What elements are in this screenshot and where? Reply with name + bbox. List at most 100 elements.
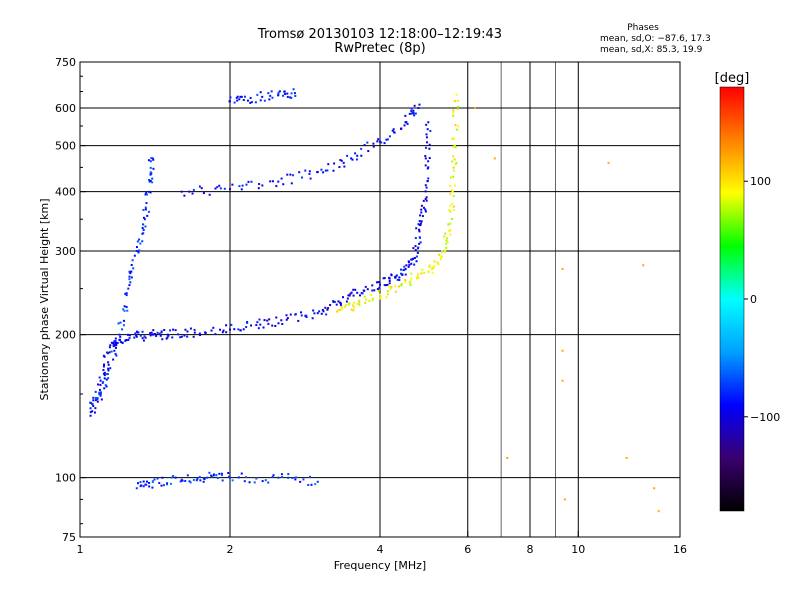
- data-point: [335, 310, 338, 313]
- data-point: [125, 292, 128, 295]
- data-point: [206, 476, 209, 479]
- data-point: [354, 288, 357, 291]
- data-point: [400, 284, 403, 287]
- y-tick-label: 750: [55, 56, 76, 69]
- data-point: [364, 285, 367, 288]
- data-point: [281, 322, 284, 325]
- data-point: [377, 138, 380, 141]
- data-point: [151, 177, 154, 180]
- data-point: [428, 147, 431, 150]
- data-point: [94, 390, 97, 393]
- data-point: [379, 297, 382, 300]
- data-point: [158, 332, 161, 335]
- data-point: [363, 295, 366, 298]
- data-point: [107, 377, 110, 380]
- data-point: [102, 372, 105, 375]
- data-point: [404, 114, 407, 117]
- colorbar: 100 0 −100 [deg]: [715, 71, 780, 512]
- data-point: [437, 263, 440, 266]
- data-point: [114, 352, 117, 355]
- data-point: [236, 99, 239, 102]
- data-point: [222, 329, 225, 332]
- data-point: [142, 208, 145, 211]
- data-point: [107, 361, 110, 364]
- data-point: [132, 267, 135, 270]
- data-point: [272, 474, 275, 477]
- data-point: [371, 299, 374, 302]
- data-point: [413, 114, 416, 117]
- data-point: [455, 93, 458, 96]
- data-point: [451, 202, 454, 205]
- data-point: [285, 318, 288, 321]
- data-point: [92, 405, 95, 408]
- data-point: [214, 187, 217, 190]
- colorbar-tick-label: 100: [750, 175, 771, 188]
- y-tick-label: 300: [55, 245, 76, 258]
- data-point: [289, 96, 292, 99]
- data-point: [455, 162, 458, 165]
- data-point: [365, 298, 368, 301]
- data-point: [149, 171, 152, 174]
- data-point: [439, 257, 442, 260]
- data-point: [376, 140, 379, 143]
- data-point: [454, 123, 457, 126]
- data-point: [314, 483, 317, 486]
- data-point: [563, 498, 566, 501]
- data-point: [202, 480, 205, 483]
- data-point: [386, 290, 389, 293]
- data-point: [281, 475, 284, 478]
- data-point: [136, 331, 139, 334]
- data-point: [229, 476, 231, 479]
- data-point: [372, 145, 375, 148]
- data-point: [271, 96, 274, 99]
- data-point: [427, 177, 430, 180]
- data-point: [122, 324, 125, 327]
- data-point: [457, 125, 460, 128]
- data-point: [142, 485, 145, 488]
- data-point: [424, 210, 427, 213]
- data-point: [158, 481, 161, 484]
- data-point: [383, 142, 386, 145]
- data-point: [335, 303, 338, 306]
- data-point: [258, 318, 261, 321]
- data-point: [379, 293, 381, 296]
- data-point: [92, 396, 95, 399]
- y-tick-label: 75: [62, 531, 76, 544]
- data-point: [358, 301, 361, 304]
- data-point: [112, 345, 115, 348]
- data-point: [388, 279, 391, 282]
- data-point: [238, 98, 241, 101]
- data-point: [371, 289, 374, 292]
- data-point: [300, 314, 303, 317]
- data-point: [309, 177, 312, 180]
- data-point: [445, 239, 448, 242]
- data-point: [152, 329, 155, 332]
- data-point: [453, 137, 456, 140]
- data-point: [219, 187, 222, 190]
- chart-subtitle: RwPretec (8p): [334, 41, 426, 56]
- data-point: [452, 175, 455, 178]
- data-point: [452, 109, 455, 112]
- data-point: [128, 275, 131, 278]
- data-point: [404, 273, 407, 276]
- data-point: [99, 394, 102, 397]
- data-point: [277, 180, 280, 183]
- data-point: [239, 329, 242, 332]
- data-point: [171, 336, 174, 339]
- data-point: [119, 340, 122, 343]
- data-point: [114, 337, 117, 340]
- data-point: [322, 310, 325, 313]
- phase-o-stats: mean, sd,O: −87.6, 17.3: [600, 34, 711, 44]
- data-point: [144, 206, 147, 209]
- data-point: [216, 186, 219, 189]
- data-point: [417, 246, 420, 249]
- data-point: [400, 272, 403, 275]
- data-point: [122, 308, 125, 311]
- data-point: [110, 341, 113, 344]
- data-point: [242, 328, 245, 331]
- data-point: [186, 335, 189, 338]
- data-point: [456, 99, 459, 102]
- data-point: [144, 483, 147, 486]
- data-point: [228, 100, 231, 103]
- data-point: [286, 317, 289, 320]
